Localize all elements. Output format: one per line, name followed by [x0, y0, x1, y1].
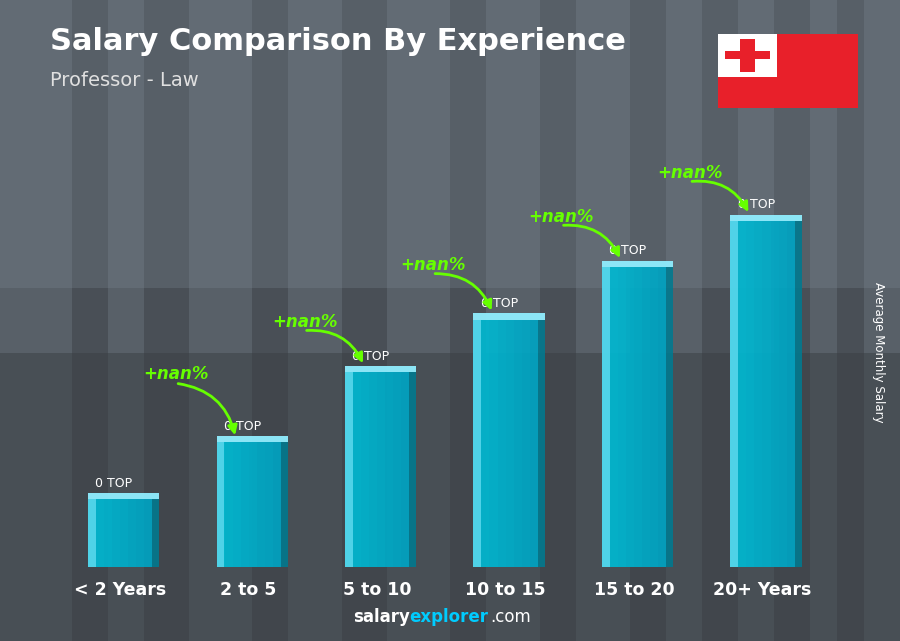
FancyBboxPatch shape	[770, 221, 778, 567]
FancyBboxPatch shape	[217, 442, 224, 567]
FancyBboxPatch shape	[774, 0, 810, 641]
Text: 0 TOP: 0 TOP	[95, 477, 132, 490]
FancyBboxPatch shape	[626, 267, 634, 567]
Text: +nan%: +nan%	[272, 313, 338, 331]
FancyBboxPatch shape	[377, 372, 385, 567]
FancyBboxPatch shape	[96, 499, 104, 567]
FancyBboxPatch shape	[385, 372, 393, 567]
FancyBboxPatch shape	[630, 0, 666, 641]
Text: +nan%: +nan%	[528, 208, 594, 226]
FancyBboxPatch shape	[224, 442, 232, 567]
FancyBboxPatch shape	[754, 221, 762, 567]
FancyBboxPatch shape	[273, 442, 281, 567]
Text: +nan%: +nan%	[143, 365, 209, 383]
FancyBboxPatch shape	[725, 51, 770, 60]
FancyBboxPatch shape	[529, 320, 537, 567]
FancyBboxPatch shape	[666, 267, 673, 567]
FancyBboxPatch shape	[401, 372, 410, 567]
FancyBboxPatch shape	[104, 499, 112, 567]
FancyBboxPatch shape	[256, 442, 265, 567]
FancyBboxPatch shape	[217, 436, 288, 442]
FancyBboxPatch shape	[787, 221, 795, 567]
Text: Average Monthly Salary: Average Monthly Salary	[872, 282, 885, 423]
FancyBboxPatch shape	[88, 493, 159, 499]
FancyBboxPatch shape	[112, 499, 121, 567]
FancyBboxPatch shape	[795, 221, 802, 567]
FancyBboxPatch shape	[514, 320, 522, 567]
FancyBboxPatch shape	[702, 0, 738, 641]
Text: explorer: explorer	[410, 608, 489, 626]
FancyBboxPatch shape	[718, 34, 777, 77]
FancyBboxPatch shape	[731, 221, 738, 567]
FancyBboxPatch shape	[490, 320, 498, 567]
FancyBboxPatch shape	[473, 320, 482, 567]
Text: 0 TOP: 0 TOP	[609, 244, 646, 258]
FancyBboxPatch shape	[522, 320, 529, 567]
FancyBboxPatch shape	[265, 442, 273, 567]
FancyBboxPatch shape	[281, 442, 288, 567]
FancyBboxPatch shape	[837, 0, 864, 641]
FancyBboxPatch shape	[252, 0, 288, 641]
FancyBboxPatch shape	[540, 0, 576, 641]
FancyBboxPatch shape	[731, 221, 738, 567]
Text: .com: .com	[491, 608, 531, 626]
FancyBboxPatch shape	[602, 260, 673, 267]
FancyBboxPatch shape	[634, 267, 642, 567]
Text: salary: salary	[353, 608, 410, 626]
Text: 0 TOP: 0 TOP	[223, 420, 261, 433]
Text: 0 TOP: 0 TOP	[481, 297, 518, 310]
FancyBboxPatch shape	[482, 320, 490, 567]
FancyBboxPatch shape	[473, 320, 482, 567]
FancyBboxPatch shape	[345, 372, 353, 567]
FancyBboxPatch shape	[506, 320, 514, 567]
FancyBboxPatch shape	[610, 267, 618, 567]
Text: +nan%: +nan%	[400, 256, 465, 274]
FancyBboxPatch shape	[128, 499, 136, 567]
FancyBboxPatch shape	[0, 353, 900, 641]
FancyBboxPatch shape	[345, 372, 353, 567]
FancyBboxPatch shape	[217, 442, 224, 567]
FancyBboxPatch shape	[746, 221, 754, 567]
FancyBboxPatch shape	[232, 442, 240, 567]
FancyBboxPatch shape	[393, 372, 401, 567]
FancyBboxPatch shape	[498, 320, 506, 567]
FancyBboxPatch shape	[144, 499, 152, 567]
FancyBboxPatch shape	[152, 499, 159, 567]
FancyBboxPatch shape	[240, 442, 248, 567]
Text: 0 TOP: 0 TOP	[737, 199, 775, 212]
FancyBboxPatch shape	[650, 267, 658, 567]
FancyBboxPatch shape	[658, 267, 666, 567]
FancyBboxPatch shape	[618, 267, 626, 567]
FancyBboxPatch shape	[762, 221, 770, 567]
FancyBboxPatch shape	[144, 0, 189, 641]
FancyBboxPatch shape	[450, 0, 486, 641]
FancyBboxPatch shape	[72, 0, 108, 641]
FancyBboxPatch shape	[740, 39, 755, 72]
FancyBboxPatch shape	[369, 372, 377, 567]
Text: Professor - Law: Professor - Law	[50, 71, 198, 90]
FancyBboxPatch shape	[345, 366, 417, 372]
FancyBboxPatch shape	[0, 0, 900, 288]
FancyBboxPatch shape	[731, 215, 802, 221]
FancyBboxPatch shape	[136, 499, 144, 567]
FancyBboxPatch shape	[121, 499, 128, 567]
FancyBboxPatch shape	[88, 499, 96, 567]
FancyBboxPatch shape	[342, 0, 387, 641]
FancyBboxPatch shape	[738, 221, 746, 567]
FancyBboxPatch shape	[537, 320, 544, 567]
FancyBboxPatch shape	[778, 221, 787, 567]
FancyBboxPatch shape	[353, 372, 361, 567]
FancyBboxPatch shape	[602, 267, 609, 567]
FancyBboxPatch shape	[88, 499, 95, 567]
FancyBboxPatch shape	[248, 442, 256, 567]
FancyBboxPatch shape	[642, 267, 650, 567]
FancyBboxPatch shape	[361, 372, 369, 567]
Text: 0 TOP: 0 TOP	[352, 349, 389, 363]
FancyBboxPatch shape	[473, 313, 544, 320]
Text: +nan%: +nan%	[657, 164, 723, 182]
FancyBboxPatch shape	[602, 267, 610, 567]
FancyBboxPatch shape	[410, 372, 417, 567]
Text: Salary Comparison By Experience: Salary Comparison By Experience	[50, 27, 625, 56]
